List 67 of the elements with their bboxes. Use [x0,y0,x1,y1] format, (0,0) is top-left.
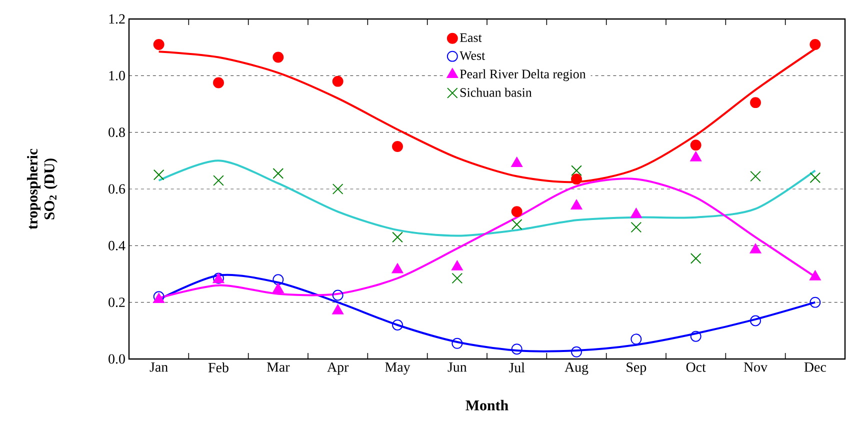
point [690,330,702,342]
legend-label: West [460,51,486,60]
x-tick-label: Feb [208,362,228,372]
point [332,290,344,301]
x-tick-label: Nov [744,362,768,372]
point [570,200,582,210]
line-series [158,160,816,237]
point [511,157,523,167]
point [153,39,164,50]
x-tick-label: Mar [266,362,290,372]
point [750,315,761,326]
point [810,270,821,280]
point [690,151,702,162]
point [213,77,224,88]
y-tick-label: 0.8 [108,128,125,138]
y-tick-label: 0.4 [108,240,126,250]
legend-label: Sichuan basin [460,88,532,97]
legend-label: Pearl River Delta region [460,69,586,82]
point [332,304,344,314]
point [332,76,344,87]
x-tick-label: Dec [804,362,826,372]
point [630,334,642,345]
x-tick-label: Jan [150,362,168,372]
point [750,243,762,254]
y-tick-label: 1.2 [109,14,125,24]
x-axis-title: Month [466,400,508,410]
x-tick-label: Sep [626,362,646,375]
point [630,208,642,218]
point [213,175,224,186]
point [810,172,821,184]
y-tick-label: 0.2 [108,298,125,308]
y-tick-label: 1.0 [109,70,125,80]
point [272,283,284,294]
point [392,232,403,243]
point [511,344,522,355]
point [452,272,463,284]
point [511,206,522,218]
point [392,263,404,274]
point [451,260,463,270]
x-tick-label: May [385,362,410,375]
point [452,338,463,349]
point [810,296,821,308]
point [750,97,761,108]
legend-label: East [460,33,482,42]
point [511,218,522,230]
point [272,168,284,179]
point [630,222,642,233]
point [571,346,582,358]
point [690,252,702,264]
point [272,52,284,63]
point [392,141,403,152]
point [332,184,344,194]
x-tick-label: Jul [508,362,525,372]
x-tick-label: Aug [564,362,588,375]
x-tick-label: Oct [686,362,706,372]
point [750,170,761,182]
point [571,165,582,176]
point [690,140,702,151]
y-tick-label: 0.0 [108,354,125,364]
y-tick-label: 0.6 [108,184,126,194]
point [272,274,284,286]
point [153,169,164,180]
x-tick-label: Apr [327,362,349,375]
point [810,39,821,50]
point [571,174,582,185]
x-tick-label: Jun [448,362,467,372]
point [392,320,403,330]
